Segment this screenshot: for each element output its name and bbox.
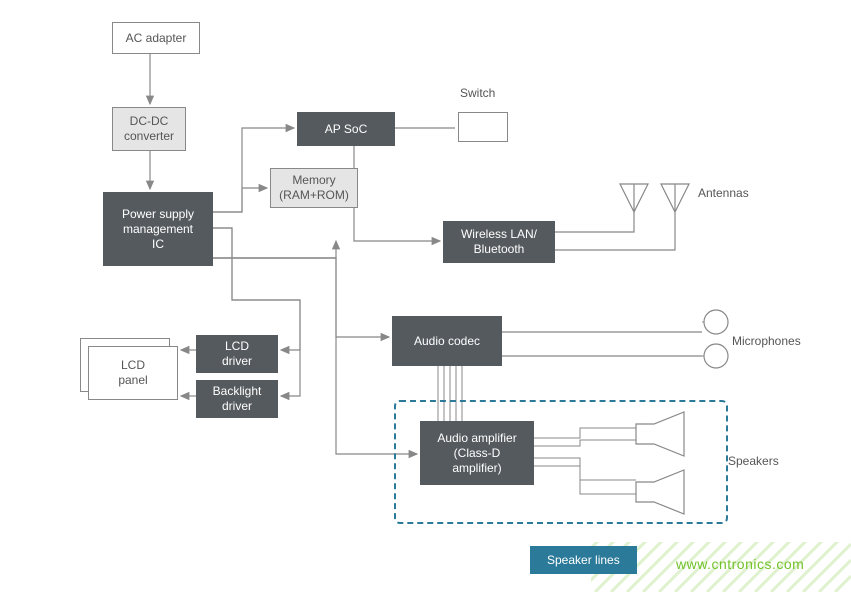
audio-codec-block: Audio codec: [392, 316, 502, 366]
speaker-lines-legend: Speaker lines: [530, 546, 637, 574]
antennas-label: Antennas: [698, 186, 768, 204]
switch-label: Switch: [460, 86, 520, 104]
microphones-label: Microphones: [732, 334, 822, 352]
diagram-stage: LCDpanel AC adapter DC-DCconverter Power…: [0, 0, 851, 592]
ap-soc-block: AP SoC: [297, 112, 395, 146]
switch-icon-box: [458, 112, 508, 142]
lcd-panel-block: LCDpanel: [88, 346, 178, 400]
lcd-driver-block: LCDdriver: [196, 335, 278, 373]
dc-dc-converter-block: DC-DCconverter: [112, 107, 186, 151]
wireless-lan-bluetooth-block: Wireless LAN/Bluetooth: [443, 221, 555, 263]
speakers-label: Speakers: [728, 454, 798, 472]
watermark-text: www.cntronics.com: [676, 556, 804, 572]
power-management-ic-block: Power supplymanagementIC: [103, 192, 213, 266]
backlight-driver-block: Backlightdriver: [196, 380, 278, 418]
ac-adapter-block: AC adapter: [112, 22, 200, 54]
memory-block: Memory(RAM+ROM): [270, 168, 358, 208]
audio-amplifier-block: Audio amplifier(Class-Damplifier): [420, 421, 534, 485]
